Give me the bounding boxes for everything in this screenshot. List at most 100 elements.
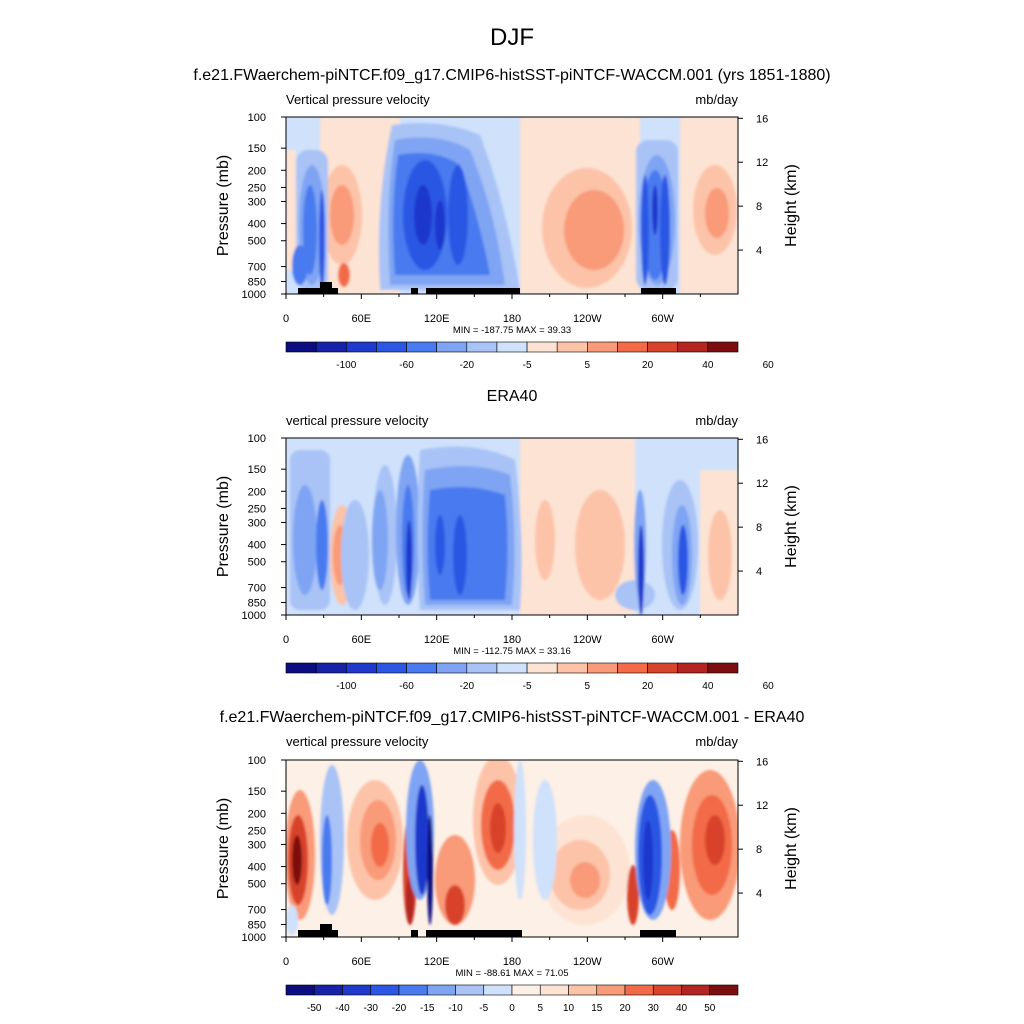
y-tick-label: 250 [248, 825, 266, 837]
colorbar-swatch [526, 341, 558, 353]
y-tick-label: 100 [248, 112, 266, 124]
y-tick-label: 700 [248, 262, 266, 274]
colorbar-label: -30 [364, 1003, 379, 1014]
y-tick-label: 300 [248, 517, 266, 529]
x-tick-label: 180 [503, 313, 521, 325]
colorbar-swatch [647, 662, 679, 674]
right-string: mb/day [695, 413, 738, 428]
axes: 0 60E 120E 180 120W 60W 100 150 200 250 300 400 500 7… [215, 433, 800, 657]
panel-title: f.e21.FWaerchem-piNTCF.f09_g17.CMIP6-his… [193, 67, 830, 84]
colorbar-swatch [406, 341, 437, 353]
colorbar-swatch [496, 662, 528, 674]
colorbar-label: -20 [460, 360, 475, 371]
colorbar-label: -100 [336, 360, 356, 371]
x-tick-label: 120W [573, 313, 602, 325]
colorbar-label: -5 [523, 681, 532, 692]
panel-difference: f.e21.FWaerchem-piNTCF.f09_g17.CMIP6-his… [215, 709, 804, 979]
colorbar-label: 60 [763, 681, 775, 692]
colorbar-swatch [455, 984, 485, 996]
right-tick-label: 4 [756, 888, 762, 900]
y-axis-label-right: Height (km) [783, 807, 800, 890]
right-string: mb/day [695, 92, 738, 107]
y-tick-label: 250 [248, 503, 266, 515]
colorbar-label: -40 [335, 1003, 350, 1014]
right-tick-label: 16 [756, 434, 768, 446]
colorbar-swatch [315, 341, 347, 353]
colorbar-swatch [647, 341, 679, 353]
x-tick-label: 120E [424, 634, 450, 646]
y-axis-label-right: Height (km) [783, 164, 800, 247]
y-axis-label-right: Height (km) [783, 485, 800, 568]
colorbar-swatch [426, 984, 456, 996]
colorbar-swatch [707, 662, 739, 674]
x-tick-label: 60W [651, 313, 674, 325]
x-tick-label: 120W [573, 634, 602, 646]
y-tick-label: 100 [248, 433, 266, 445]
min-max-stats: MIN = -187.75 MAX = 39.33 [453, 325, 571, 336]
colorbar-label: 10 [563, 1003, 575, 1014]
colorbar-swatch [436, 341, 468, 353]
colorbar-swatch [376, 341, 407, 353]
y-tick-label: 500 [248, 879, 266, 891]
x-tick-label: 60W [651, 956, 674, 968]
contour-field [286, 760, 738, 937]
colorbar-swatch [466, 341, 498, 353]
colorbar-swatch [285, 341, 317, 353]
y-axis-label: Pressure (mb) [215, 798, 232, 899]
y-tick-label: 300 [248, 196, 266, 208]
colorbar-label: -15 [420, 1003, 435, 1014]
panel-title: ERA40 [487, 388, 538, 405]
colorbar-swatch [345, 341, 377, 353]
colorbar-swatch [483, 984, 513, 996]
colorbar-swatch [617, 341, 648, 353]
colorbar-swatch [596, 984, 626, 996]
figure-title: DJF [490, 24, 534, 51]
colorbar-swatch [526, 662, 558, 674]
colorbar-swatch [376, 662, 407, 674]
colorbar-label: -60 [399, 360, 414, 371]
x-tick-label: 60E [352, 313, 372, 325]
colorbar-swatch [568, 984, 598, 996]
colorbar-label: -50 [307, 1003, 322, 1014]
x-tick-label: 180 [503, 634, 521, 646]
y-tick-label: 1000 [242, 610, 266, 622]
colorbar-label: -10 [448, 1003, 463, 1014]
colorbar-swatch [313, 984, 343, 996]
colorbar-label: 5 [537, 1003, 543, 1014]
y-tick-label: 200 [248, 165, 266, 177]
colorbar-label: -60 [399, 681, 414, 692]
colorbar-label: -100 [336, 681, 356, 692]
y-tick-label: 150 [248, 786, 266, 798]
y-axis-label: Pressure (mb) [215, 476, 232, 577]
y-tick-label: 100 [248, 755, 266, 767]
colorbar-swatch [624, 984, 654, 996]
y-tick-label: 200 [248, 808, 266, 820]
x-tick-label: 180 [503, 956, 521, 968]
colorbar-swatch [398, 984, 428, 996]
min-max-stats: MIN = -88.61 MAX = 71.05 [455, 968, 568, 979]
x-tick-label: 0 [283, 956, 289, 968]
y-tick-label: 150 [248, 143, 266, 155]
colorbar-label: -20 [460, 681, 475, 692]
y-tick-label: 500 [248, 557, 266, 569]
colorbar-swatch [556, 662, 588, 674]
colorbar: -100 -60 -20 -5 5 20 40 60 [285, 662, 775, 692]
colorbar-label: 0 [509, 1003, 515, 1014]
x-tick-label: 0 [283, 634, 289, 646]
y-tick-label: 500 [248, 236, 266, 248]
panel-model: f.e21.FWaerchem-piNTCF.f09_g17.CMIP6-his… [193, 67, 830, 336]
x-tick-label: 60W [651, 634, 674, 646]
colorbar-swatch [496, 341, 528, 353]
colorbar-swatch [285, 984, 315, 996]
y-tick-label: 700 [248, 905, 266, 917]
y-axis-label: Pressure (mb) [215, 155, 232, 256]
panel-title: f.e21.FWaerchem-piNTCF.f09_g17.CMIP6-his… [220, 709, 805, 726]
y-tick-label: 400 [248, 219, 266, 231]
colorbar-label: -5 [479, 1003, 488, 1014]
colorbar-swatch [466, 662, 498, 674]
colorbar-swatch [285, 662, 317, 674]
right-tick-label: 12 [756, 478, 768, 490]
colorbar-label: 20 [642, 360, 654, 371]
right-tick-label: 12 [756, 157, 768, 169]
